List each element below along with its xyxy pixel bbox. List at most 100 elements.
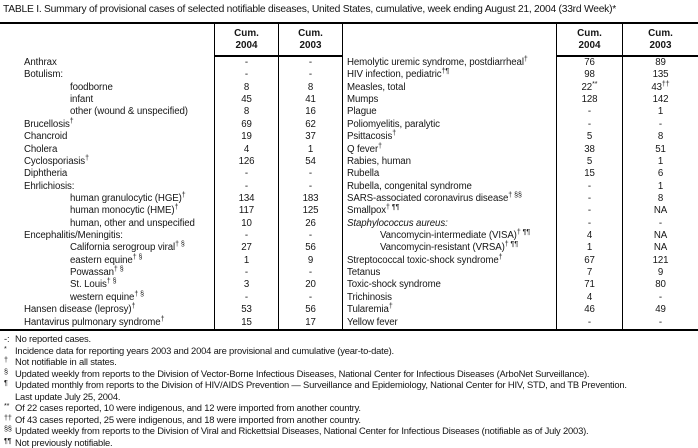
table-row: human monocytic (HME)† 117 125 [0, 204, 342, 218]
table-row: Hemolytic uremic syndrome, postdiarrheal… [342, 56, 698, 70]
disease-label: foodborne [70, 81, 113, 93]
disease-label: Measles, total [342, 81, 556, 95]
disease-label: Tularemia† [342, 303, 556, 317]
disease-label: Hemolytic uremic syndrome, postdiarrheal… [342, 56, 556, 70]
disease-label: Brucellosis† [24, 117, 74, 130]
table-row: Ehrlichiosis: - - [0, 180, 342, 193]
table-row: Powassan† § - - [0, 266, 342, 280]
column-header-cum-2003: Cum. 2003 [278, 24, 342, 57]
cum-2003-value: 80 [622, 279, 698, 292]
table-row: Streptococcal toxic-shock syndrome† 67 121 [342, 253, 698, 268]
footnote-line: § Updated weekly from reports to the Divi… [0, 367, 698, 380]
cum-2003-value: - [278, 267, 342, 280]
cum-2003-value: NA [622, 230, 698, 243]
footnote-marker: † [388, 303, 393, 311]
cum-2003-value: 51 [622, 143, 698, 156]
table-row: other (wound & unspecified) 8 16 [0, 106, 342, 119]
disease-label: human, other and unspecified [70, 217, 195, 229]
table-right-panel: Cum. 2004 Cum. 2003 Hemolytic uremic syn… [342, 24, 698, 329]
footnote-text: Updated weekly from reports to the Divis… [15, 367, 590, 379]
table-row: Plague -1 [342, 106, 698, 119]
disease-label: Cyclosporiasis† [24, 154, 89, 167]
header-cum-label: Cum. [577, 28, 602, 39]
table-row: Brucellosis† 69 62 [0, 117, 342, 132]
column-header-cum-2004: Cum. 2004 [556, 24, 622, 57]
footnote-marker: †† [4, 412, 12, 422]
cum-2003-value: 8 [622, 192, 698, 206]
cum-2003-value: 20 [278, 279, 342, 292]
header-cum-label: Cum. [648, 28, 673, 39]
disease-column-header [0, 24, 214, 57]
cum-2004-value: - [556, 316, 622, 329]
table-row: Trichinosis 4- [342, 291, 698, 305]
cum-2003-value: - [278, 69, 342, 82]
cum-2004-value: - [556, 217, 622, 231]
cum-2004-value: - [214, 230, 278, 243]
footnote-marker: † § [132, 253, 143, 261]
cum-2004-value: 71 [556, 279, 622, 292]
cum-2004-value: 19 [214, 131, 278, 144]
table-row: eastern equine† § 1 9 [0, 253, 342, 268]
cum-2004-value: 98 [556, 69, 622, 82]
cum-2003-value: - [278, 180, 342, 193]
disease-label: Rubella, congenital syndrome [342, 180, 556, 193]
cum-2003-value: 26 [278, 217, 342, 231]
table-row: Botulism: - - [0, 69, 342, 82]
header-year-2004: 2004 [235, 40, 258, 51]
table-row: human, other and unspecified 10 26 [0, 217, 342, 231]
cum-2003-value: 56 [278, 242, 342, 255]
footnote-marker: ¶¶ [4, 435, 12, 445]
footnote-marker: † [498, 253, 503, 261]
cum-2004-value: 1 [556, 242, 622, 255]
cum-2004-value: 46 [556, 304, 622, 317]
footnotes: -: No reported cases. * Incidence data for … [0, 333, 698, 448]
cum-2004-value: - [214, 267, 278, 280]
footnote-marker: † [181, 191, 186, 199]
footnote-marker: † [174, 204, 179, 212]
disease-label: Streptococcal toxic-shock syndrome† [342, 253, 556, 268]
footnote-text: Updated weekly from reports to the Divis… [15, 425, 589, 436]
header-row: Cum. 2004 Cum. 2003 [0, 24, 342, 57]
cum-2003-value: 8 [622, 131, 698, 144]
cum-2003-value: - [278, 168, 342, 181]
disease-label: Staphylococcus aureus: [342, 217, 556, 231]
cum-2004-value: 8 [214, 106, 278, 119]
footnote-line: -: No reported cases. [0, 333, 698, 345]
table-row: human granulocytic (HGE)† 134 183 [0, 191, 342, 206]
disease-label: Anthrax [24, 57, 57, 68]
cum-2003-value: 49 [622, 304, 698, 317]
footnote-marker: †† [661, 80, 670, 88]
table-row: Measles, total 22** 43†† [342, 80, 698, 95]
cum-2003-value: - [622, 217, 698, 231]
footnote-text: Of 22 cases reported, 10 were indigenous… [15, 402, 361, 413]
footnote-text: Of 43 cases reported, 25 were indigenous… [15, 413, 361, 425]
footnote-marker: † § [175, 241, 185, 249]
cum-2003-value: 1 [622, 180, 698, 193]
disease-label: Plague [342, 106, 556, 119]
cum-2003-value: 41 [278, 94, 342, 107]
disease-label: Vancomycin-resistant (VRSA)† ¶¶ [342, 241, 556, 255]
disease-label: western equine† § [70, 290, 145, 303]
table-left-panel: Cum. 2004 Cum. 2003 Anthrax - - Botulism: - -… [0, 24, 342, 329]
cum-2004-value: 27 [214, 242, 278, 255]
cum-2004-value: - [214, 291, 278, 305]
header-year-2003: 2003 [649, 40, 672, 51]
cum-2004-value: 5 [556, 131, 622, 144]
table-row: Rubella 15 6 [342, 168, 698, 181]
cum-2004-value: - [214, 57, 278, 70]
cum-2003-value: 54 [278, 155, 342, 169]
table-row: Vancomycin-resistant (VRSA)† ¶¶ 1 NA [342, 241, 698, 255]
disease-label: infant [70, 94, 94, 106]
footnote-marker: † ¶¶ [516, 229, 531, 237]
table-row: Cyclosporiasis† 126 54 [0, 154, 342, 169]
cum-2003-value: 17 [278, 316, 342, 329]
footnote-line: §§ Updated weekly from reports to the Div… [0, 424, 698, 437]
cum-2003-value: NA [622, 205, 698, 218]
table-row: Hantavirus pulmonary syndrome† 15 17 [0, 316, 342, 329]
cum-2004-value: 45 [214, 94, 278, 107]
disease-label: Hansen disease (leprosy)† [24, 303, 136, 316]
cum-2003-value: - [622, 316, 698, 329]
left-rows-container: Anthrax - - Botulism: - - foodborne 8 8 infant 45 4… [0, 57, 342, 329]
disease-label: SARS-associated coronavirus disease† §§ [342, 192, 556, 206]
